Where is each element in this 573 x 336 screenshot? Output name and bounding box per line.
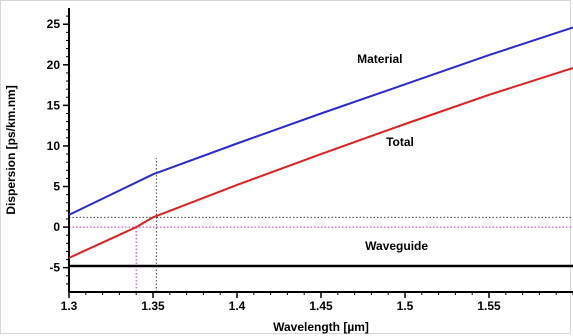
x-tick-label: 1.5 xyxy=(397,299,414,313)
x-axis-title: Wavelength [µm] xyxy=(273,320,369,334)
series-label-material: Material xyxy=(357,52,402,66)
x-tick-label: 1.3 xyxy=(61,299,78,313)
x-tick-label: 1.45 xyxy=(309,299,333,313)
series-label-total: Total xyxy=(386,135,414,149)
y-tick-label: 15 xyxy=(47,98,61,112)
y-tick-label: -5 xyxy=(49,261,60,275)
series-line-material xyxy=(68,26,573,216)
y-tick-label: 20 xyxy=(47,58,61,72)
series-label-waveguide: Waveguide xyxy=(365,239,428,253)
y-tick-label: 0 xyxy=(53,220,60,234)
series-line-total xyxy=(68,67,573,259)
y-axis-title: Dispersion [ps/km.nm] xyxy=(4,85,18,214)
x-tick-label: 1.35 xyxy=(141,299,165,313)
y-tick-label: 10 xyxy=(47,139,61,153)
y-tick-label: 5 xyxy=(53,180,60,194)
x-tick-label: 1.4 xyxy=(229,299,246,313)
x-tick-label: 1.55 xyxy=(477,299,501,313)
y-tick-label: 25 xyxy=(47,17,61,31)
